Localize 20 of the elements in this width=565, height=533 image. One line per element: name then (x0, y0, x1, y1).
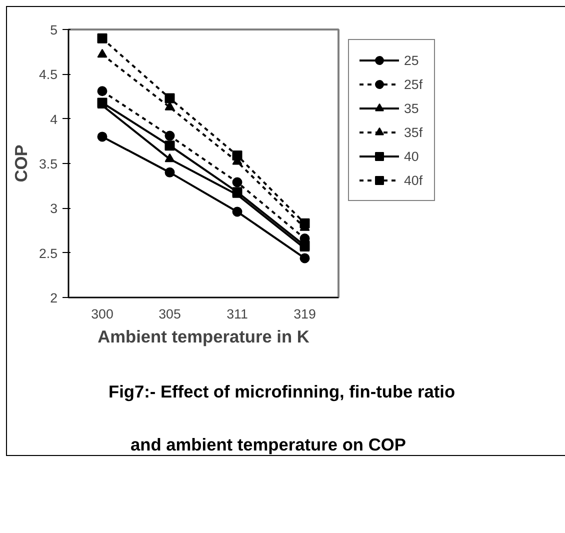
y-tick-label: 3 (50, 201, 58, 216)
y-tick-label: 3.5 (38, 156, 58, 172)
x-tick-label: 305 (158, 306, 181, 322)
x-tick-label: 311 (226, 306, 248, 322)
legend-label: 25f (404, 76, 424, 92)
y-tick-label: 5 (50, 22, 58, 38)
y-tick-label: 2.5 (38, 246, 58, 261)
legend-label: 35 (404, 100, 420, 116)
y-tick-label: 2 (50, 290, 58, 306)
y-tick-label: 4 (50, 112, 58, 127)
x-tick-label: 300 (91, 306, 114, 322)
legend-label: 25 (404, 52, 420, 68)
legend-label: 40 (404, 148, 420, 164)
y-tick-label: 4.5 (38, 67, 58, 82)
legend-label: 40f (404, 172, 424, 188)
x-tick-label: 319 (294, 306, 316, 322)
chart-title: Fig7:- Effect of microfinning, fin-tube ratio and ambient temperature on COP (108, 382, 456, 454)
legend-label: 35f (404, 124, 424, 140)
x-axis-title: Ambient temperature in K (98, 326, 310, 346)
y-axis-title: COP (10, 144, 31, 182)
